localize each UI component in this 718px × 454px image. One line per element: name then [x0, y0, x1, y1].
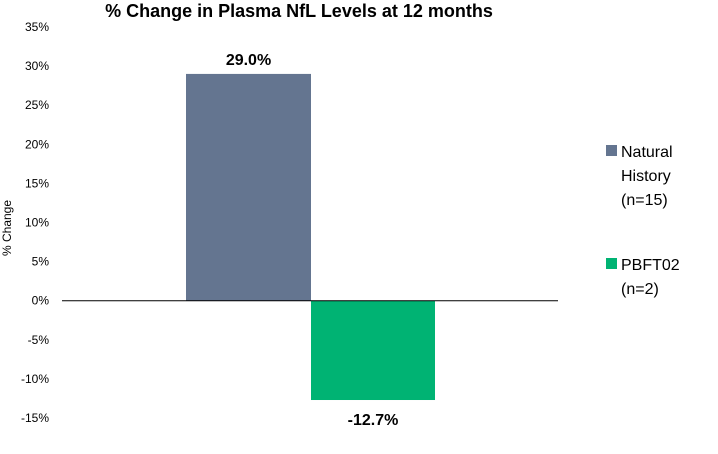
legend-swatch: [606, 145, 617, 156]
legend-label: (n=2): [621, 281, 659, 298]
bar-pbft02: [311, 300, 435, 401]
data-label: 29.0%: [226, 52, 271, 69]
legend-swatch: [606, 258, 617, 269]
y-tick-label: 20%: [25, 137, 49, 151]
legend-label: (n=15): [621, 192, 668, 209]
y-axis-tick-labels: 35% 30% 25% 20% 15% 10% 5% 0% -5% -10% -15%: [21, 20, 49, 425]
y-axis-label: % Change: [0, 200, 14, 256]
chart-title: % Change in Plasma NfL Levels at 12 mont…: [105, 1, 493, 21]
y-tick-label: 30%: [25, 59, 49, 73]
bars: [186, 73, 435, 401]
legend-label: PBFT02: [621, 257, 680, 274]
y-tick-label: 5%: [32, 255, 50, 269]
y-tick-label: 35%: [25, 20, 49, 34]
data-label: -12.7%: [348, 412, 399, 429]
y-tick-label: -15%: [21, 411, 49, 425]
legend: Natural History (n=15) PBFT02 (n=2): [606, 144, 680, 298]
y-tick-label: -5%: [28, 333, 50, 347]
y-tick-label: -10%: [21, 372, 49, 386]
bar-natural-history: [186, 73, 311, 301]
data-labels: 29.0% -12.7%: [226, 52, 399, 429]
y-tick-label: 10%: [25, 216, 49, 230]
legend-label: History: [621, 168, 671, 185]
y-tick-label: 15%: [25, 176, 49, 190]
legend-label: Natural: [621, 144, 673, 161]
y-tick-label: 25%: [25, 98, 49, 112]
y-tick-label: 0%: [32, 294, 50, 308]
